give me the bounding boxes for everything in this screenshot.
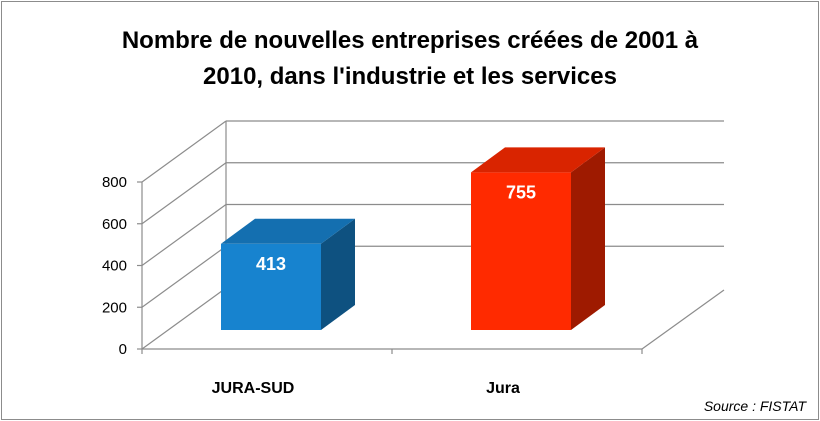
gridline-side (141, 287, 227, 350)
chart-title-line-2: 2010, dans l'industrie et les services (203, 63, 617, 90)
plot-area: 0 200 400 600 800 413 JURA-SUD 755 Jura (102, 120, 725, 397)
floor-right-edge (641, 289, 725, 350)
source-note: Source : FISTAT (704, 398, 808, 414)
gridline-side (141, 245, 227, 308)
bar-front (471, 172, 571, 330)
bar-side (321, 218, 355, 330)
bar-front (221, 243, 321, 330)
gridline-side (141, 162, 227, 225)
y-tick-label: 0 (119, 341, 127, 358)
bar-data-label: 755 (506, 182, 536, 202)
gridline-side (141, 120, 227, 183)
gridline-side (141, 204, 227, 266)
x-category-label: Jura (486, 380, 520, 397)
bar-top (471, 147, 605, 173)
y-tick-label: 600 (102, 216, 127, 233)
y-tick-label: 400 (102, 258, 127, 275)
x-category-label: JURA-SUD (212, 380, 295, 397)
y-tick-label: 200 (102, 299, 127, 316)
bar-top (221, 218, 355, 244)
bar-side (571, 147, 605, 330)
chart-title-line-1: Nombre de nouvelles entreprises créées d… (122, 27, 699, 54)
bar-data-label: 413 (256, 254, 286, 274)
y-tick-label: 800 (102, 174, 127, 191)
